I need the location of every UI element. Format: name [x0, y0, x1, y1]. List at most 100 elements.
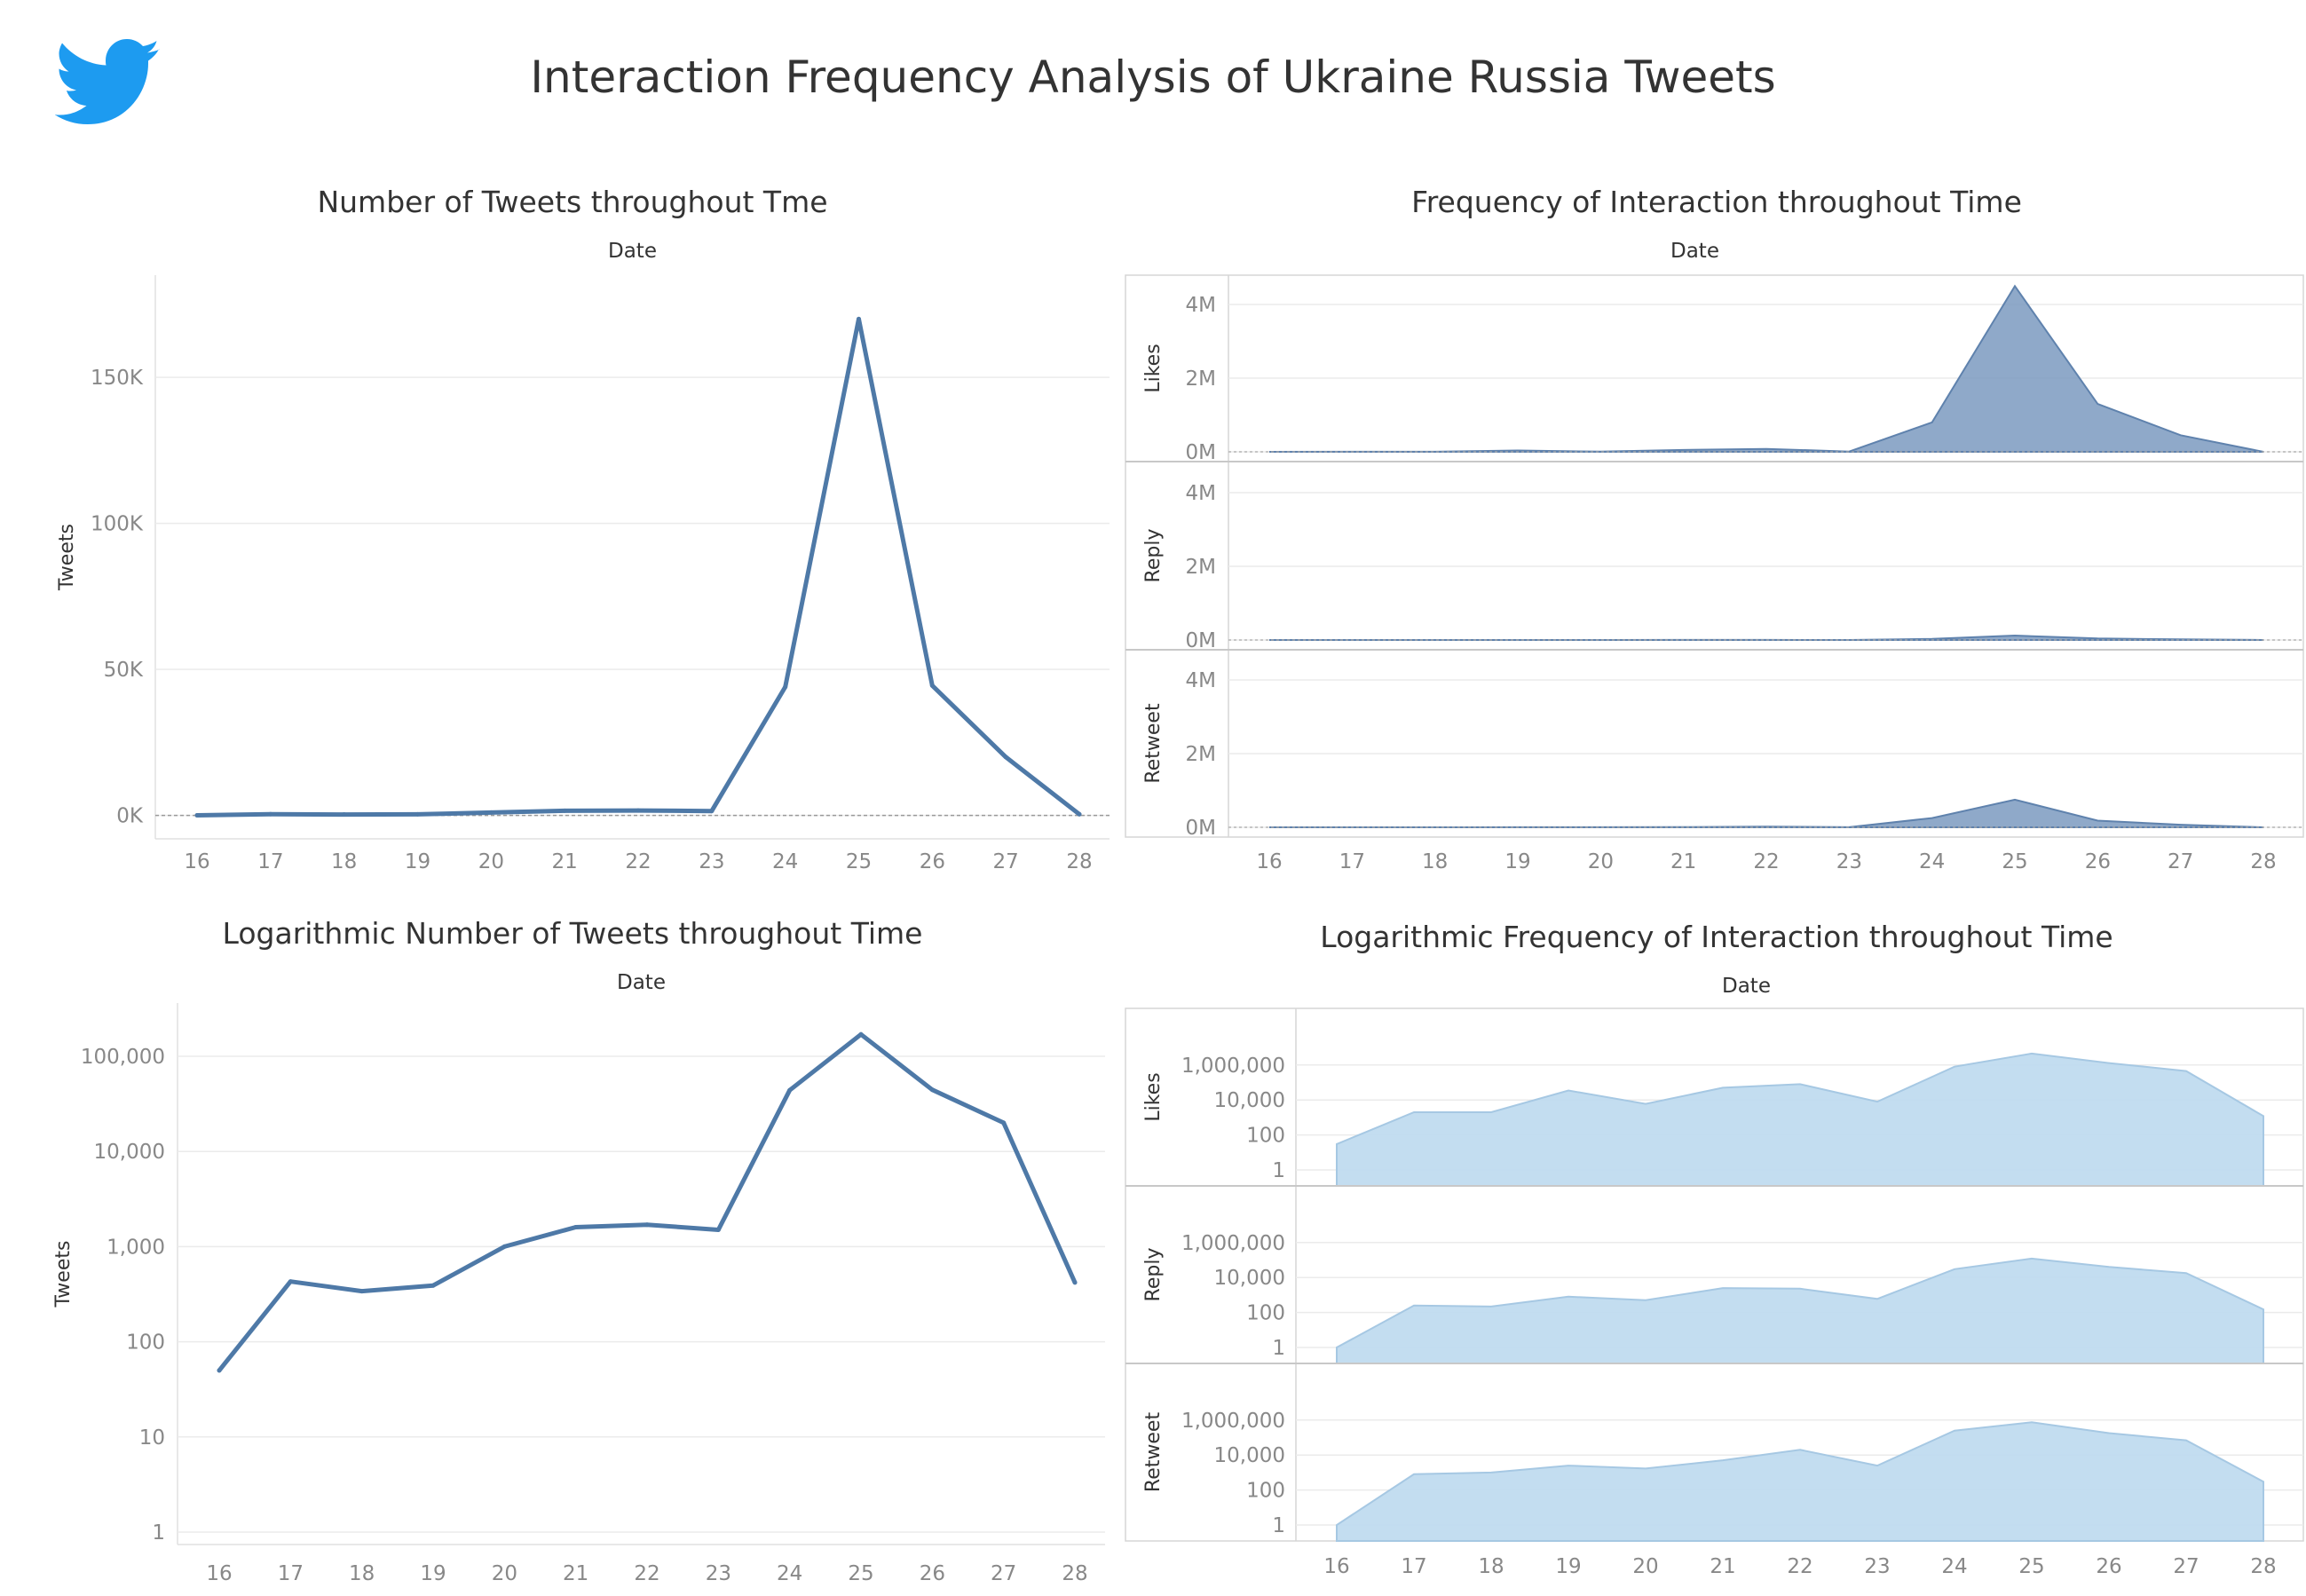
x-tick-label: 19 — [1504, 850, 1530, 873]
x-tick-label: 20 — [492, 1562, 517, 1585]
x-tick-label: 20 — [1588, 850, 1614, 873]
x-tick-label: 22 — [1753, 850, 1779, 873]
y-tick-label: 1 — [1272, 1514, 1285, 1537]
x-tick-label: 18 — [331, 850, 357, 873]
area-likes — [1268, 284, 2264, 453]
x-tick-label: 19 — [420, 1562, 446, 1585]
x-tick-label: 17 — [1339, 850, 1365, 873]
y-tick-label: 100 — [126, 1331, 165, 1355]
data-point — [562, 808, 567, 813]
y-axis-title: Tweets — [52, 1241, 75, 1308]
y-tick-label: 2M — [1186, 367, 1216, 391]
x-tick-label: 26 — [2096, 1555, 2121, 1578]
tweets-line-chart: Date Tweets 0K 50K 100K 150K 16 17 18 19 20 21 22 23 2… — [56, 240, 1110, 873]
y-tick-label: 1,000,000 — [1181, 1232, 1285, 1255]
y-tick-label: 100 — [1246, 1480, 1285, 1503]
x-tick-label: 22 — [625, 850, 651, 873]
x-tick-label: 21 — [1710, 1555, 1735, 1578]
x-tick-label: 21 — [1670, 850, 1696, 873]
series-label-reply: Reply — [1142, 529, 1165, 583]
x-tick-label: 17 — [257, 850, 283, 873]
dashboard-title: Interaction Frequency Analysis of Ukrain… — [530, 51, 1776, 103]
data-point — [644, 1222, 650, 1228]
x-tick-label: 21 — [563, 1562, 588, 1585]
x-tick-label: 23 — [706, 1562, 731, 1585]
y-tick-label: 10,000 — [1214, 1444, 1285, 1467]
y-tick-label: 1 — [1272, 1159, 1285, 1182]
log-interaction-area-chart: Date 1 100 10,000 1,000,000 Likes 1 100 10,000 1,… — [1125, 975, 2304, 1578]
x-tick-label: 27 — [2173, 1555, 2199, 1578]
data-point — [929, 1087, 935, 1093]
area-retweet — [1336, 1421, 2264, 1542]
x-tick-label: 25 — [2002, 850, 2027, 873]
x-tick-label: 28 — [2250, 1555, 2276, 1578]
x-axis-title: Date — [617, 971, 666, 994]
data-point — [1001, 1120, 1007, 1126]
chart-title-interaction: Frequency of Interaction throughout Time — [1411, 185, 2022, 219]
data-point — [415, 811, 420, 817]
y-tick-label: 0K — [116, 805, 144, 828]
data-point — [268, 811, 273, 817]
series-label-likes: Likes — [1142, 1072, 1165, 1121]
y-tick-label: 10,000 — [94, 1141, 165, 1164]
x-tick-label: 20 — [1632, 1555, 1658, 1578]
chart-title-log-tweets: Logarithmic Number of Tweets throughout … — [222, 916, 923, 951]
data-point — [636, 808, 641, 813]
data-point — [857, 316, 861, 321]
x-tick-label: 19 — [1555, 1555, 1581, 1578]
data-point — [787, 1087, 793, 1093]
y-tick-label: 150K — [91, 367, 144, 390]
area-reply — [1269, 634, 2264, 642]
x-tick-label: 28 — [2250, 850, 2276, 873]
y-tick-label: 1 — [152, 1521, 165, 1545]
series-label-retweet: Retweet — [1142, 1412, 1165, 1493]
data-point — [783, 684, 788, 690]
twitter-bird-icon — [54, 39, 162, 128]
panel-frame — [1125, 274, 2304, 838]
x-tick-label: 27 — [2168, 850, 2193, 873]
y-tick-label: 0M — [1186, 817, 1216, 840]
x-tick-label: 28 — [1066, 850, 1092, 873]
x-tick-label: 16 — [184, 850, 209, 873]
x-tick-label: 22 — [634, 1562, 659, 1585]
chart-title-log-interaction: Logarithmic Frequency of Interaction thr… — [1320, 920, 2113, 954]
y-axis-title: Tweets — [56, 524, 78, 591]
data-point — [709, 809, 715, 814]
data-point — [217, 1368, 222, 1373]
data-point — [288, 1279, 293, 1284]
y-tick-label: 1,000,000 — [1181, 1410, 1285, 1433]
data-point — [858, 1031, 864, 1037]
x-tick-label: 16 — [206, 1562, 232, 1585]
x-tick-label: 23 — [1864, 1555, 1890, 1578]
x-tick-label: 27 — [993, 850, 1019, 873]
y-tick-label: 4M — [1186, 294, 1216, 317]
x-tick-label: 17 — [1401, 1555, 1426, 1578]
series-label-reply: Reply — [1142, 1248, 1165, 1302]
y-tick-label: 0M — [1186, 629, 1216, 652]
data-point — [1003, 755, 1008, 760]
y-tick-label: 100,000 — [81, 1046, 165, 1069]
data-point — [573, 1225, 579, 1230]
chart-title-tweets: Number of Tweets throughout Tme — [317, 185, 828, 219]
y-tick-label: 100K — [91, 513, 144, 536]
x-tick-label: 23 — [1836, 850, 1862, 873]
data-point — [1072, 1280, 1078, 1285]
log-tweets-line-chart: Date Tweets 1 10 100 1,000 10,000 100,000 16 17 18… — [52, 971, 1105, 1585]
data-point — [501, 1244, 507, 1249]
y-tick-label: 1,000,000 — [1181, 1055, 1285, 1078]
x-tick-label: 24 — [1941, 1555, 1967, 1578]
x-tick-label: 26 — [920, 1562, 945, 1585]
x-tick-label: 25 — [2018, 1555, 2044, 1578]
x-tick-label: 18 — [1478, 1555, 1504, 1578]
x-tick-label: 26 — [2085, 850, 2111, 873]
y-tick-label: 100 — [1246, 1125, 1285, 1148]
x-tick-label: 26 — [920, 850, 945, 873]
y-tick-label: 1 — [1272, 1337, 1285, 1360]
series-label-retweet: Retweet — [1142, 703, 1165, 784]
data-point — [430, 1283, 436, 1288]
data-point — [715, 1228, 721, 1233]
x-axis-title: Date — [608, 240, 657, 263]
x-tick-label: 28 — [1062, 1562, 1087, 1585]
x-tick-label: 25 — [848, 1562, 873, 1585]
x-tick-label: 27 — [991, 1562, 1016, 1585]
